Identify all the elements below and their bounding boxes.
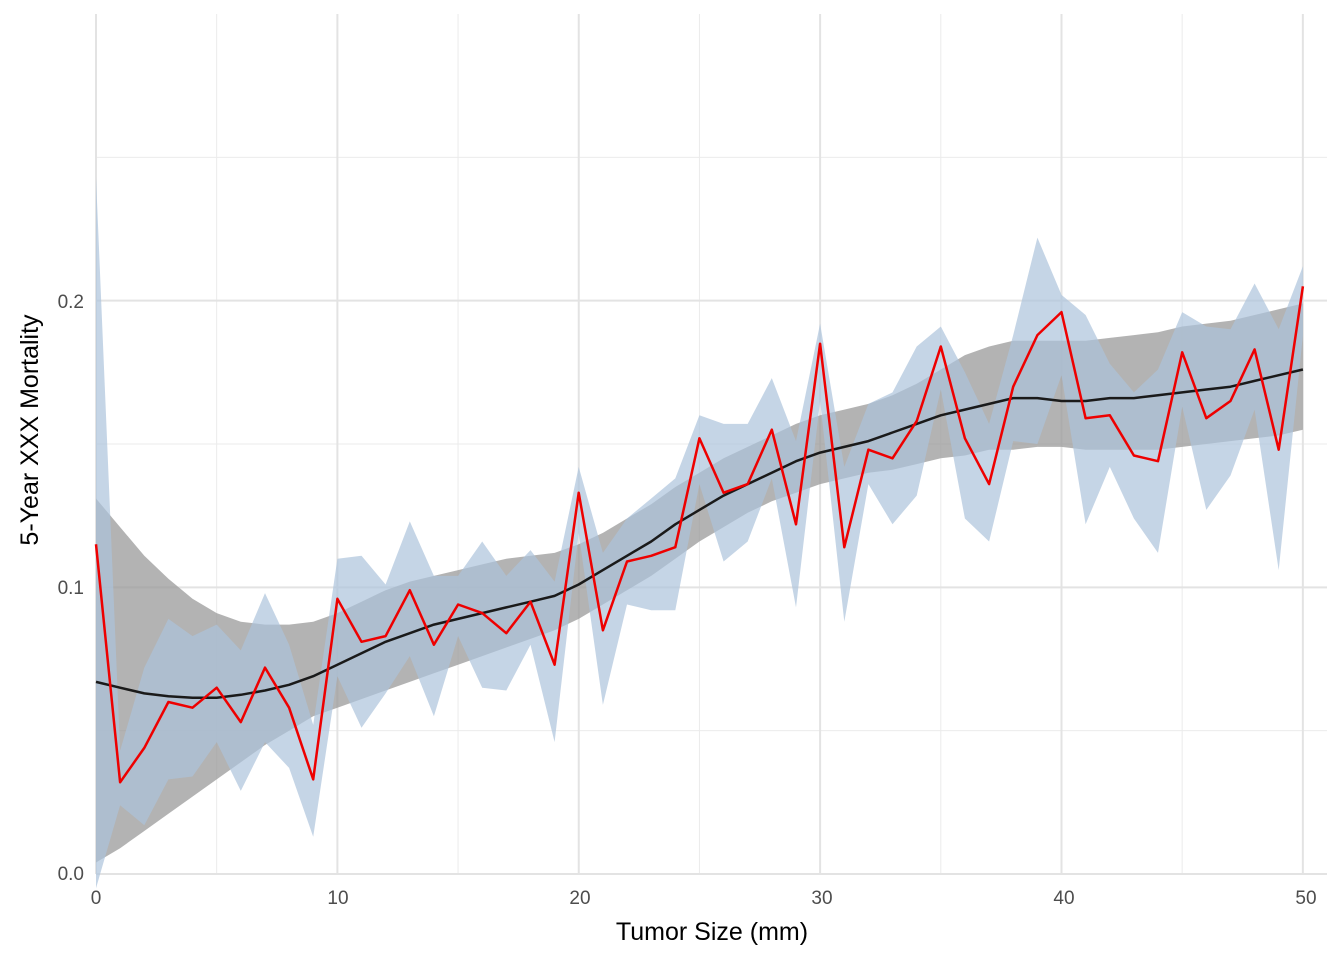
x-tick-label: 20 [569, 888, 590, 909]
confidence-bands [96, 177, 1303, 889]
series-lines [94, 286, 1305, 784]
observed-series-line [94, 286, 1305, 784]
x-tick-label: 10 [327, 888, 348, 909]
y-tick-label: 0.0 [58, 864, 84, 885]
y-tick-label: 0.2 [58, 292, 84, 313]
x-tick-label: 40 [1053, 888, 1074, 909]
x-axis-title: Tumor Size (mm) [616, 918, 808, 946]
y-axis-title: 5-Year XXX Mortality [16, 314, 44, 546]
smoothed-series-line [95, 368, 1304, 699]
x-tick-label: 0 [91, 888, 102, 909]
x-tick-label: 30 [811, 888, 832, 909]
y-tick-label: 0.1 [58, 578, 84, 599]
x-tick-label: 50 [1295, 888, 1316, 909]
grid-major [95, 14, 1327, 875]
